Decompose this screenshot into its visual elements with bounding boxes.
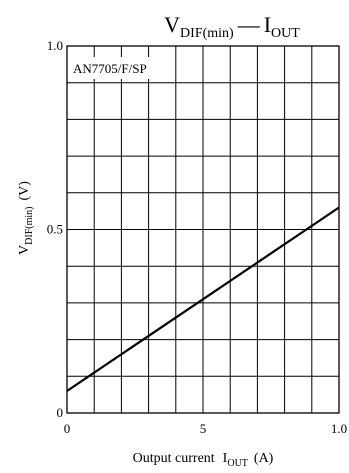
chart-title: VDIF(min) — IOUT xyxy=(164,12,300,41)
x-tick-label: 1.0 xyxy=(331,421,347,436)
title-v-sub: DIF(min) xyxy=(180,26,234,41)
plot-area xyxy=(66,206,340,392)
y-tick-label: 1.0 xyxy=(47,38,63,53)
tick-labels: 0 5 1.0 0 0.5 1.0 xyxy=(47,38,347,436)
x-tick-label: 0 xyxy=(64,421,71,436)
ylabel-v: V xyxy=(17,245,32,255)
xlabel-text: Output current xyxy=(133,451,215,466)
title-v: V xyxy=(164,12,180,37)
x-tick-label: 5 xyxy=(200,421,207,436)
xlabel-i: I xyxy=(223,451,228,466)
grid xyxy=(66,45,340,414)
title-i: I xyxy=(264,12,271,37)
plot-frame xyxy=(66,45,340,414)
xlabel-sub: OUT xyxy=(227,458,248,469)
ylabel-unit: (V) xyxy=(17,181,32,201)
title-i-sub: OUT xyxy=(271,26,300,41)
y-axis-label: VDIF(min) (V) xyxy=(17,181,35,255)
annotation-label: AN7705/F/SP xyxy=(73,61,147,76)
title-dash: — xyxy=(237,12,261,37)
x-axis-label: Output current IOUT (A) xyxy=(133,451,274,469)
y-tick-label: 0 xyxy=(57,405,64,420)
annotation-box xyxy=(68,57,154,79)
xlabel-unit: (A) xyxy=(254,451,274,466)
ylabel-sub: DIF(min) xyxy=(24,206,35,244)
y-tick-label: 0.5 xyxy=(47,222,63,237)
series-line xyxy=(66,206,340,392)
